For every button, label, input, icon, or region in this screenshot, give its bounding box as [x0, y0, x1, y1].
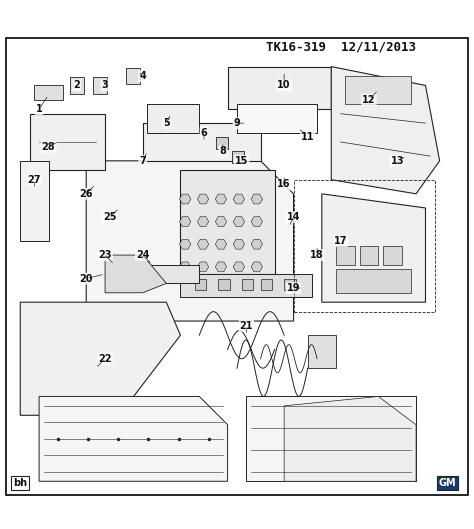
Polygon shape [197, 239, 209, 249]
Polygon shape [284, 396, 416, 481]
Bar [181, 170, 275, 274]
Text: 24: 24 [136, 250, 149, 260]
Polygon shape [180, 239, 191, 249]
Text: 9: 9 [234, 118, 240, 128]
Text: 26: 26 [80, 189, 93, 199]
Bar [383, 245, 402, 264]
Polygon shape [180, 217, 191, 226]
Text: 28: 28 [42, 142, 55, 152]
Bar [195, 279, 206, 290]
Polygon shape [233, 217, 245, 226]
Text: 20: 20 [80, 273, 93, 284]
Polygon shape [233, 194, 245, 204]
Polygon shape [322, 194, 426, 302]
Polygon shape [215, 217, 227, 226]
Text: 2: 2 [73, 80, 80, 90]
Text: 4: 4 [139, 71, 146, 81]
Polygon shape [105, 255, 166, 293]
Text: 17: 17 [334, 236, 347, 246]
Polygon shape [20, 161, 48, 241]
Text: bh: bh [13, 478, 27, 488]
Text: 6: 6 [201, 127, 208, 138]
Bar [216, 137, 228, 149]
Text: 25: 25 [103, 212, 117, 222]
Polygon shape [147, 104, 199, 133]
Polygon shape [39, 396, 228, 481]
Text: GM: GM [438, 478, 456, 488]
Bar [308, 335, 336, 368]
Polygon shape [251, 217, 263, 226]
Polygon shape [180, 194, 191, 204]
Bar [242, 279, 254, 290]
Polygon shape [233, 239, 245, 249]
Polygon shape [143, 123, 261, 161]
Bar [70, 77, 84, 94]
Text: 5: 5 [163, 118, 170, 128]
Text: 12: 12 [362, 95, 376, 105]
Polygon shape [180, 262, 191, 272]
Text: 22: 22 [98, 354, 112, 364]
Polygon shape [251, 262, 263, 272]
Bar [232, 151, 244, 163]
Text: TK16-319  12/11/2013: TK16-319 12/11/2013 [265, 41, 416, 53]
Text: 7: 7 [139, 156, 146, 166]
Polygon shape [20, 302, 181, 415]
Polygon shape [228, 67, 331, 109]
Text: 11: 11 [301, 132, 314, 142]
Polygon shape [105, 264, 199, 284]
Polygon shape [197, 194, 209, 204]
Polygon shape [251, 239, 263, 249]
Text: 19: 19 [287, 283, 301, 293]
Bar [237, 104, 317, 133]
Polygon shape [197, 217, 209, 226]
Bar [346, 76, 411, 104]
Bar [181, 274, 312, 297]
Text: 18: 18 [310, 250, 324, 260]
Polygon shape [233, 262, 245, 272]
Bar [261, 279, 273, 290]
Polygon shape [251, 194, 263, 204]
Text: 10: 10 [277, 80, 291, 90]
Bar [284, 279, 296, 290]
Polygon shape [35, 86, 63, 99]
Bar [218, 279, 230, 290]
Polygon shape [30, 114, 105, 170]
Text: 27: 27 [27, 175, 41, 185]
Text: 21: 21 [240, 321, 253, 331]
Polygon shape [246, 396, 416, 481]
Text: 15: 15 [235, 156, 248, 166]
Text: 16: 16 [277, 179, 291, 189]
Text: 3: 3 [102, 80, 109, 90]
Bar [336, 269, 411, 293]
Text: 23: 23 [98, 250, 112, 260]
Text: 14: 14 [287, 212, 301, 222]
Text: 1: 1 [36, 104, 43, 114]
Polygon shape [215, 239, 227, 249]
Bar [336, 245, 355, 264]
Polygon shape [215, 194, 227, 204]
Text: 8: 8 [219, 147, 226, 157]
Polygon shape [197, 262, 209, 272]
Bar [93, 77, 108, 94]
Polygon shape [331, 67, 439, 194]
Polygon shape [215, 262, 227, 272]
Bar [293, 180, 435, 312]
Bar [126, 68, 140, 85]
Polygon shape [86, 161, 293, 321]
Bar [359, 245, 378, 264]
Text: 13: 13 [391, 156, 404, 166]
